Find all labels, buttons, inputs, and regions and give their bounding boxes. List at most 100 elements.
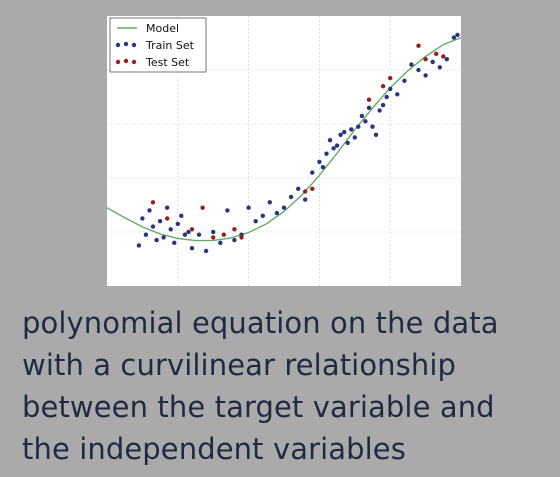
train-point (165, 205, 170, 210)
train-point (246, 205, 251, 210)
legend-marker-train-2 (123, 41, 129, 47)
legend-marker-train-3 (131, 42, 137, 48)
legend-marker-train-1 (115, 42, 121, 48)
train-point (320, 165, 326, 170)
train-point (232, 237, 237, 243)
train-point (451, 35, 457, 40)
chart-panel: Model Train Set Test Set (107, 16, 461, 286)
model-line (107, 36, 461, 242)
train-point (186, 229, 191, 235)
caption-line-4: the independent variables (22, 432, 406, 466)
train-point (161, 235, 166, 240)
train-point (324, 151, 329, 156)
train-point (260, 213, 265, 218)
test-point (165, 216, 170, 221)
train-point (366, 105, 372, 111)
train-point (211, 229, 216, 235)
caption-line-1: polynomial equation on the data (22, 306, 499, 340)
legend-marker-test-1 (115, 59, 121, 65)
legend-marker-test-2 (123, 58, 129, 64)
train-point (359, 113, 365, 119)
train-point (384, 94, 389, 100)
train-point (218, 240, 223, 245)
train-point (317, 159, 322, 164)
test-point (150, 200, 156, 205)
chart: Model Train Set Test Set (107, 16, 461, 286)
train-point (395, 92, 400, 97)
train-point (157, 219, 163, 224)
train-point (338, 132, 343, 137)
train-point (281, 205, 287, 210)
test-point (441, 54, 446, 59)
legend-entry-model: Model (117, 22, 179, 35)
test-point (239, 235, 244, 240)
train-point (380, 102, 386, 108)
train-point (402, 78, 407, 83)
legend-label-model: Model (146, 22, 179, 35)
train-point (175, 221, 180, 227)
train-point (303, 197, 308, 202)
train-point (196, 232, 202, 237)
train-point (331, 146, 336, 151)
test-point (200, 205, 205, 210)
caption-line-3: between the target variable and (22, 390, 495, 424)
train-point (430, 59, 435, 65)
train-point (356, 124, 361, 129)
legend-marker-test-3 (131, 59, 137, 65)
train-point (444, 57, 449, 62)
legend-label-test-set: Test Set (145, 56, 190, 69)
train-point (168, 227, 173, 232)
legend-entry-test-set: Test Set (115, 56, 190, 69)
test-set-series (150, 43, 446, 240)
train-point (267, 200, 272, 205)
train-point (150, 224, 156, 229)
train-point (154, 237, 159, 243)
train-point (377, 108, 382, 113)
test-point (380, 84, 386, 89)
grid (107, 16, 461, 286)
train-point (172, 240, 177, 245)
train-point (455, 32, 460, 38)
train-point (388, 86, 393, 92)
test-point (416, 43, 421, 48)
train-point (147, 208, 152, 213)
train-point (373, 132, 379, 137)
test-point (310, 186, 315, 191)
train-point (179, 213, 184, 218)
train-point (437, 65, 442, 70)
train-point (296, 186, 301, 191)
train-point (182, 232, 188, 237)
train-point (225, 208, 230, 213)
train-point (140, 216, 145, 221)
train-point (349, 127, 354, 132)
caption-line-2: with a curvilinear relationship (22, 348, 457, 382)
test-point (232, 227, 237, 232)
test-point (366, 97, 372, 102)
test-point (434, 51, 439, 56)
train-point (189, 246, 195, 251)
train-point (143, 232, 149, 237)
train-point (342, 129, 347, 135)
train-point (253, 219, 258, 224)
train-point (409, 62, 414, 67)
train-point (345, 140, 350, 146)
test-point (211, 235, 216, 240)
train-point (327, 138, 333, 143)
train-point (370, 124, 375, 129)
train-point (274, 210, 280, 216)
legend-entry-train-set: Train Set (115, 39, 195, 52)
train-set-series (136, 32, 460, 254)
train-point (416, 67, 421, 73)
caption: polynomial equation on the data with a c… (22, 302, 552, 470)
train-point (310, 170, 315, 175)
test-point (303, 189, 308, 194)
test-point (423, 57, 428, 62)
model-series (107, 36, 461, 242)
train-point (352, 135, 357, 140)
train-point (288, 194, 294, 200)
train-point (423, 73, 428, 78)
test-point (388, 75, 393, 81)
train-point (334, 143, 340, 148)
train-point (136, 243, 142, 248)
legend-label-train-set: Train Set (145, 39, 195, 52)
